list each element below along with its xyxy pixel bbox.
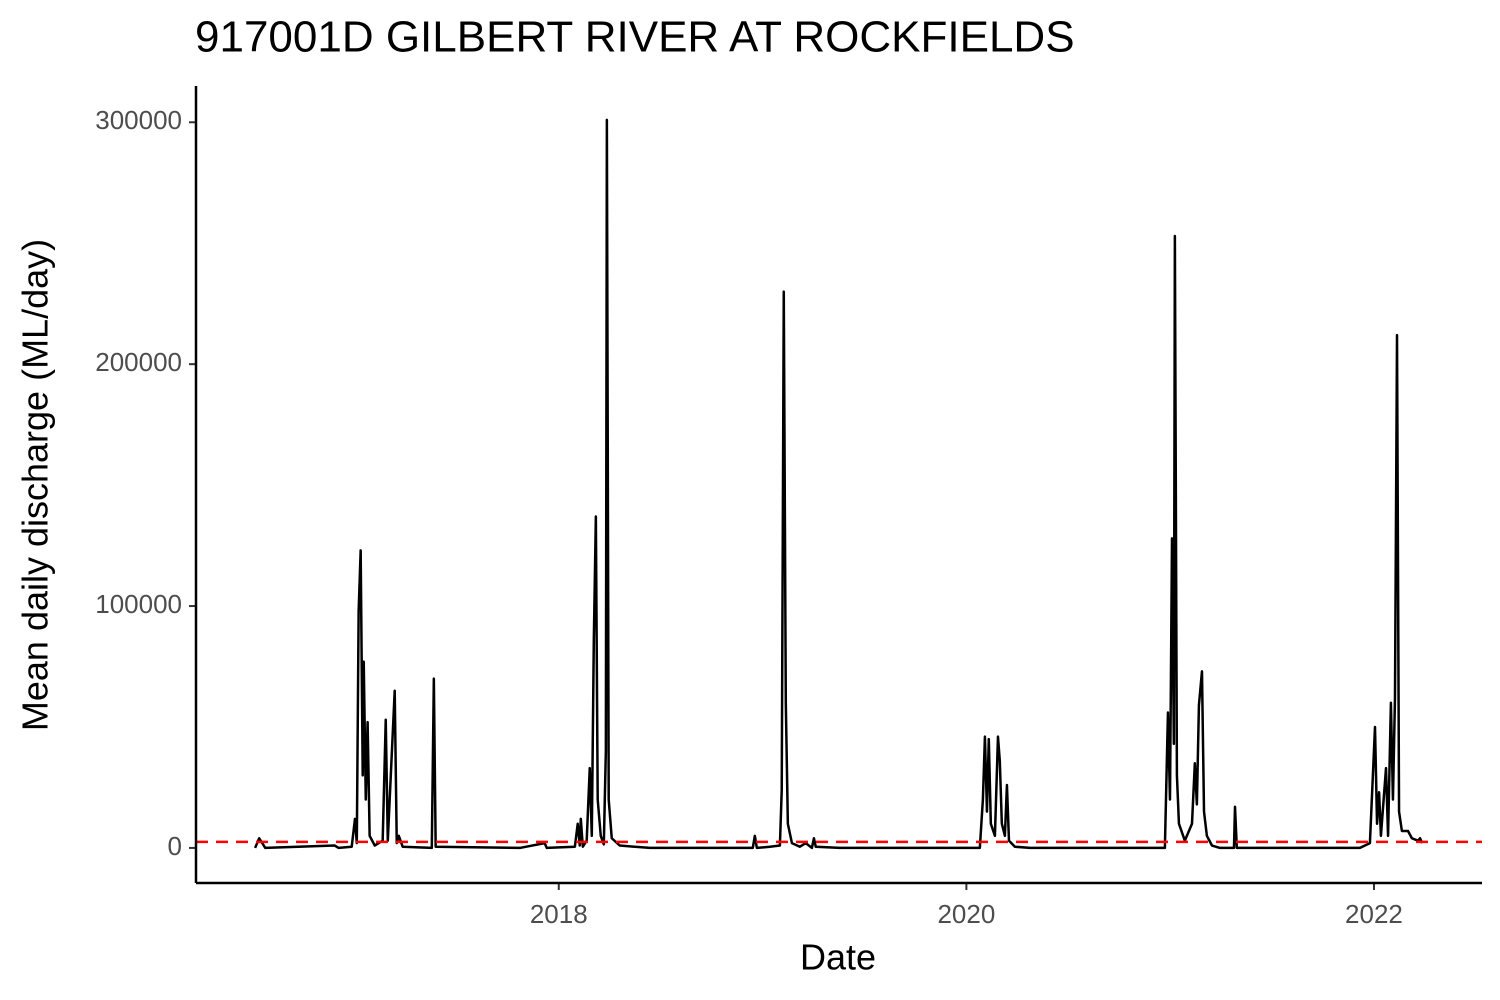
discharge-line	[253, 118, 1424, 850]
x-tick-label: 2022	[1345, 899, 1403, 929]
y-tick-label: 300000	[95, 105, 182, 135]
y-tick-label: 200000	[95, 347, 182, 377]
x-tick-label: 2018	[530, 899, 588, 929]
x-axis-label: Date	[800, 937, 876, 978]
x-tick-label: 2020	[937, 899, 995, 929]
y-tick-label: 100000	[95, 589, 182, 619]
y-axis-label: Mean daily discharge (ML/day)	[15, 239, 56, 731]
y-tick-label: 0	[168, 831, 182, 861]
chart-title: 917001D GILBERT RIVER AT ROCKFIELDS	[195, 13, 1075, 62]
